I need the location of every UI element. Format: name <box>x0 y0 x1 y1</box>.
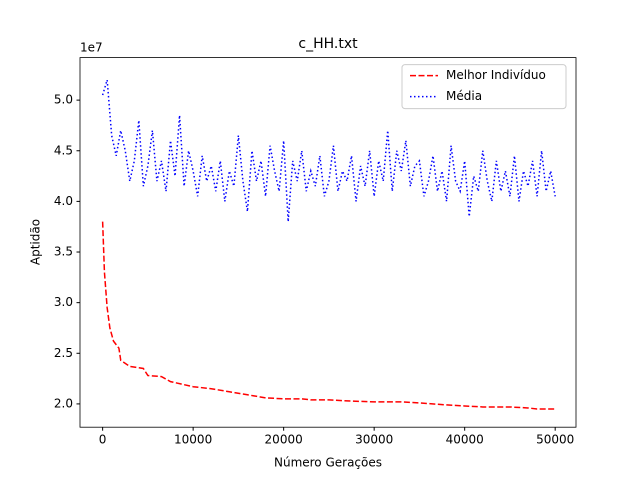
x-tick-label: 50000 <box>536 433 574 447</box>
x-tick-label: 10000 <box>174 433 212 447</box>
legend-label: Melhor Indivíduo <box>446 68 546 82</box>
chart-title: c_HH.txt <box>298 36 358 52</box>
legend-box <box>401 64 567 110</box>
y-tick-label: 3.0 <box>54 295 73 309</box>
y-tick-label: 5.0 <box>54 93 73 107</box>
x-axis-label: Número Gerações <box>274 456 382 470</box>
y-tick-label: 4.0 <box>54 194 73 208</box>
y-axis-label: Aptidão <box>29 219 43 265</box>
y-offset-label: 1e7 <box>80 41 103 55</box>
y-tick-label: 2.0 <box>54 396 73 410</box>
y-tick-label: 2.5 <box>54 346 73 360</box>
series-line <box>101 221 556 410</box>
x-tick-label: 30000 <box>355 433 393 447</box>
plot-frame <box>79 57 577 428</box>
y-tick-label: 4.5 <box>54 143 73 157</box>
x-tick-label: 40000 <box>446 433 484 447</box>
legend-label: Média <box>446 89 482 103</box>
y-tick-label: 3.5 <box>54 245 73 259</box>
x-tick-label: 20000 <box>265 433 303 447</box>
series-line <box>101 79 556 222</box>
x-tick-label: 0 <box>99 433 107 447</box>
